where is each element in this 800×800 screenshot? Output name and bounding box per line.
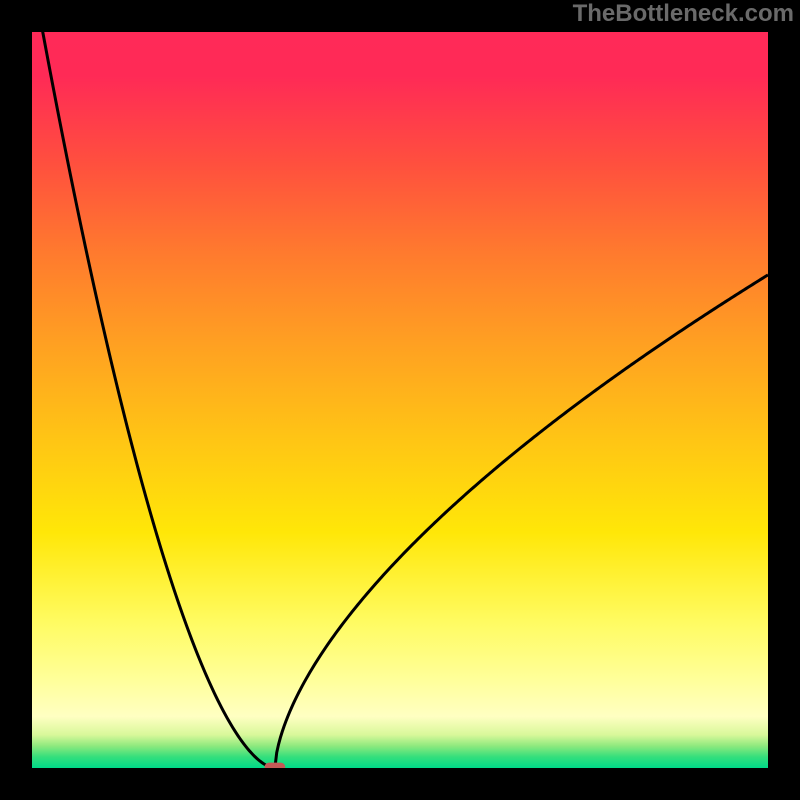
border-left: [0, 0, 32, 800]
border-right: [768, 0, 800, 800]
gradient-background: [32, 32, 768, 768]
watermark-text: TheBottleneck.com: [573, 0, 794, 28]
border-bottom: [0, 768, 800, 800]
optimal-marker: [265, 763, 286, 768]
chart-frame: TheBottleneck.com: [0, 0, 800, 800]
plot-svg: [32, 32, 768, 768]
plot-area: [32, 32, 768, 768]
